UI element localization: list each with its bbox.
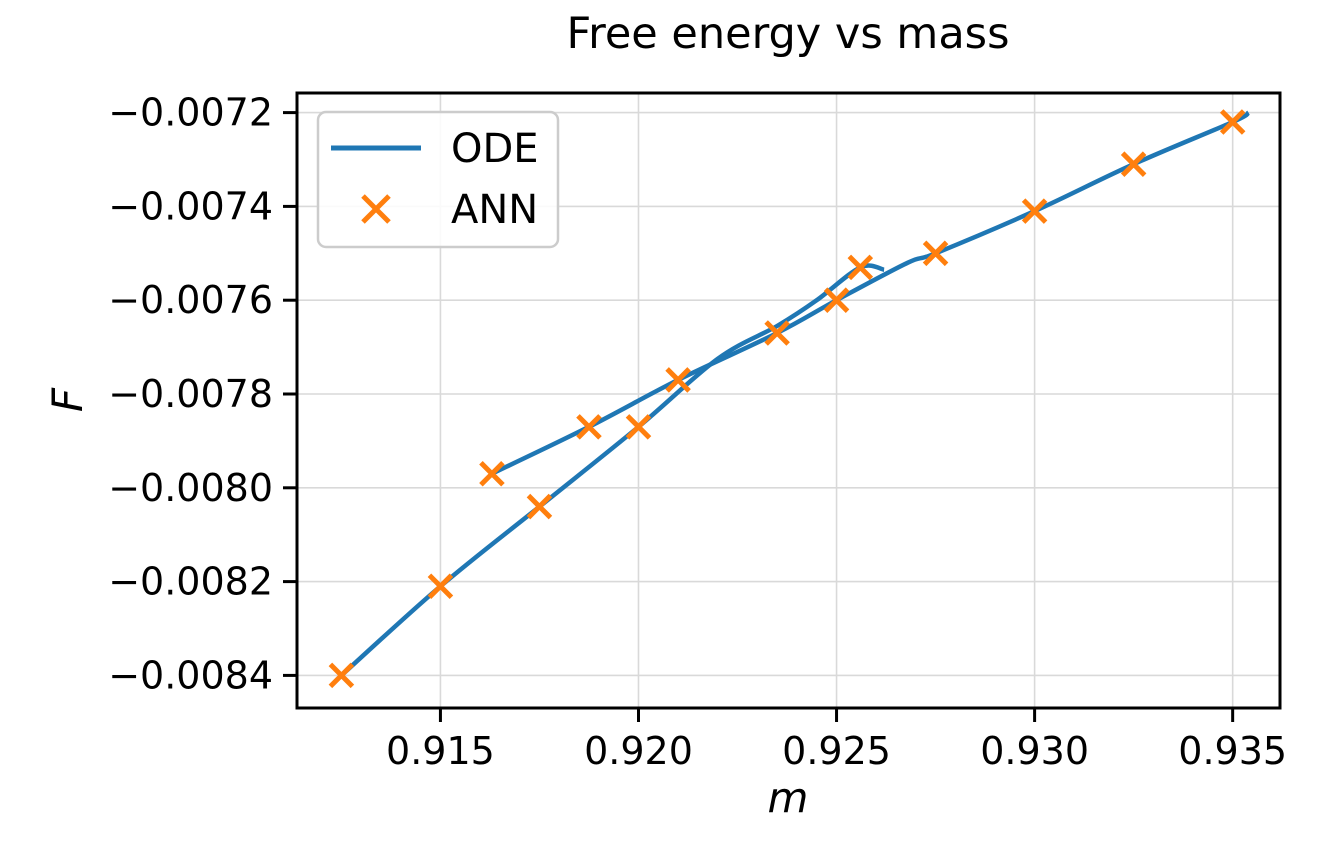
ann-marker — [1021, 198, 1048, 224]
y-tick-label: −0.0078 — [108, 372, 273, 416]
y-tick-label: −0.0076 — [108, 278, 273, 322]
ann-marker — [328, 662, 355, 689]
ann-marker — [764, 320, 790, 346]
ann-marker — [625, 414, 652, 440]
x-tick-label: 0.935 — [1178, 729, 1287, 773]
ann-marker — [576, 414, 602, 440]
ann-marker — [1120, 151, 1147, 177]
y-tick-label: −0.0072 — [108, 91, 273, 135]
legend: ODE ANN — [316, 110, 560, 249]
y-tick-label: −0.0082 — [108, 560, 273, 604]
chart-title: Free energy vs mass — [567, 9, 1010, 59]
legend-label-ode: ODE — [451, 126, 539, 172]
ann-marker — [847, 254, 874, 281]
x-tick-label: 0.930 — [980, 729, 1089, 773]
legend-label-ann: ANN — [451, 187, 538, 233]
x-tick-label: 0.925 — [782, 729, 891, 773]
y-tick-label: −0.0074 — [108, 184, 273, 228]
ode-curve-lower-branch — [339, 263, 885, 678]
ode-curve-upper-branch — [490, 110, 1250, 476]
x-tick-label: 0.915 — [386, 729, 495, 773]
y-tick-label: −0.0084 — [108, 653, 273, 697]
y-axis-label: F — [43, 387, 92, 412]
ann-marker — [479, 460, 505, 487]
axes-spines — [295, 91, 1282, 710]
y-tick-label: −0.0080 — [108, 466, 273, 510]
ann-marker — [922, 240, 949, 267]
ann-marker — [823, 287, 850, 313]
axes-layer: 0.915 0.920 0.925 0.930 0.935 −0.0072 −0.0074 −… — [108, 91, 1287, 773]
x-axis-label: m — [768, 773, 809, 822]
ann-marker — [1219, 109, 1246, 135]
ann-marker — [427, 573, 454, 600]
series-layer — [328, 109, 1250, 689]
ann-marker — [526, 493, 553, 520]
legend-marker-sample — [361, 194, 391, 224]
x-tick-label: 0.920 — [584, 729, 693, 773]
ann-marker — [665, 367, 691, 393]
